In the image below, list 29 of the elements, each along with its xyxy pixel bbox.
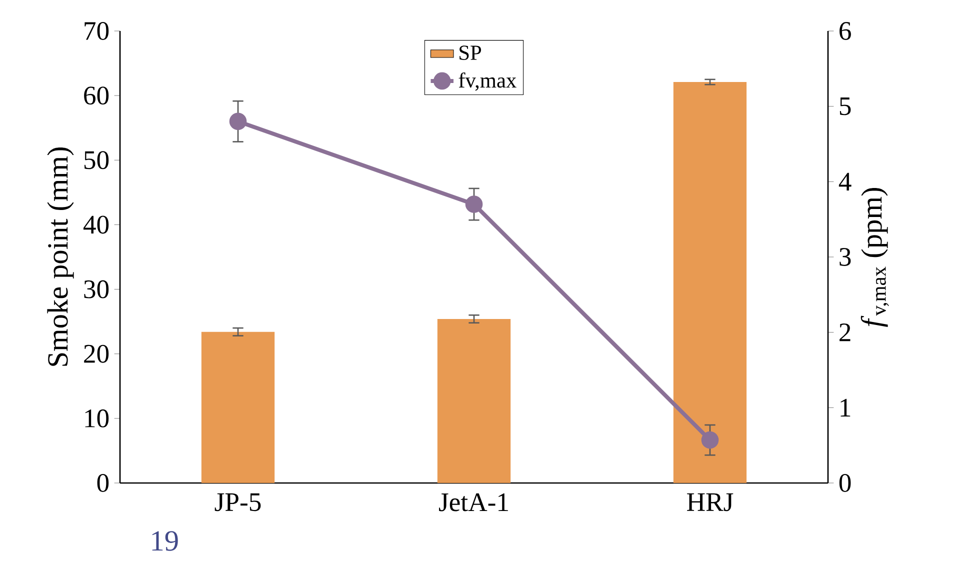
point xyxy=(465,196,483,213)
point xyxy=(229,112,247,130)
y-tick-label: 60 xyxy=(84,86,109,105)
y2-tick-label: 5 xyxy=(840,97,851,116)
y-axis-title: Smoke point (mm) xyxy=(47,147,74,366)
y2-tick-label: 6 xyxy=(840,22,851,40)
x-tick-label: JetA-1 xyxy=(439,493,508,512)
bar xyxy=(437,318,511,483)
y-tick-label: 70 xyxy=(84,22,109,40)
y-tick-label: 50 xyxy=(84,151,109,170)
y2-axis-title: f$_{v,max}$ (ppm) xyxy=(860,188,889,327)
y-tick-label: 30 xyxy=(84,280,109,298)
y-tick-label: 20 xyxy=(84,344,109,363)
y-tick-label: 40 xyxy=(83,216,109,234)
y2-tick-label: 3 xyxy=(840,248,851,266)
bar xyxy=(673,82,747,483)
point xyxy=(701,431,719,449)
x-tick-label: HRJ xyxy=(687,493,734,512)
text: 19 xyxy=(152,531,178,551)
y2-tick-label: 2 xyxy=(840,324,850,342)
legend-label: fv,max xyxy=(458,72,516,91)
y2-tick-label: 1 xyxy=(840,398,850,416)
y2-tick-label: 0 xyxy=(839,474,851,492)
y-tick-label: 0 xyxy=(97,474,109,492)
y2-tick-label: 4 xyxy=(838,172,852,190)
bar xyxy=(201,332,275,483)
x-tick-label: JP-5 xyxy=(214,493,261,512)
legend-label: SP xyxy=(460,46,482,60)
y-tick-label: 10 xyxy=(85,409,109,428)
